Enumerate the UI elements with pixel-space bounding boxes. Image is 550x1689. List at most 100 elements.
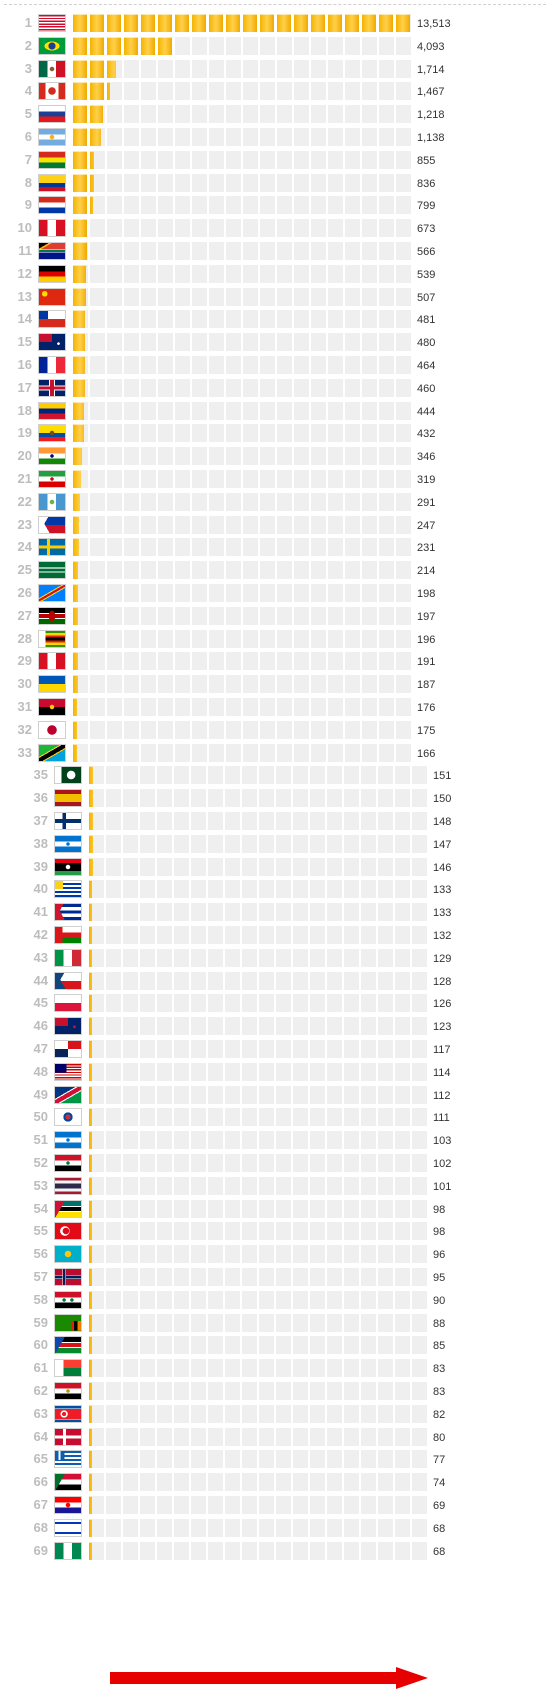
rank-label: 2 [24,37,32,53]
chart-row: 18 444 [0,400,550,422]
rank-label: 28 [17,630,32,646]
bar-track [89,1518,429,1537]
bar-track [89,903,429,922]
bar [89,1313,92,1332]
bar-track [73,333,413,352]
rank-label: 27 [17,607,32,623]
bar [89,948,93,967]
bar [89,1154,92,1172]
bar [73,59,116,78]
bar-track [73,652,413,671]
panama-flag [54,1040,82,1058]
bar-track [89,1017,429,1036]
value-label: 1,218 [417,109,445,122]
bar-track [89,1450,429,1469]
south-sudan-flag [54,1336,82,1355]
chart-row: 2 4,093 [0,35,550,57]
chart-row: 40 133 [0,878,550,900]
cuba-flag [54,903,82,922]
bar [73,720,78,739]
bar [73,538,79,557]
rank-label: 38 [33,835,48,851]
rank-label: 15 [17,334,32,350]
chart-row: 54 98 [0,1198,550,1220]
bar-track [89,994,429,1013]
rank-label: 4 [24,83,32,99]
bar-track [89,1062,429,1081]
red-arrow-annotation [110,1667,428,1689]
chart-row: 22 291 [0,491,550,513]
rank-label: 55 [33,1223,48,1239]
value-label: 1,467 [417,86,445,99]
value-label: 151 [433,770,452,783]
czech-republic-flag [54,971,82,990]
rank-label: 17 [17,379,32,395]
rank-label: 30 [17,676,32,692]
bar-track [89,789,429,808]
value-label: 444 [417,405,436,418]
bar-track [73,310,413,329]
chart-row: 67 69 [0,1494,550,1516]
value-label: 128 [433,975,452,988]
top-dashed-rule [4,4,546,5]
libya-flag [54,857,82,876]
chart-row: 44 128 [0,970,550,992]
bar-track [73,675,413,694]
bar-track [89,1404,429,1423]
saudi-arabia-flag [38,561,66,580]
angola-flag [38,698,66,716]
bar [73,14,410,32]
value-label: 98 [433,1203,446,1216]
united-states-flag [38,14,66,32]
bar [89,1040,92,1058]
chart-row: 20 346 [0,445,550,467]
bar [73,561,79,580]
chart-row: 10 673 [0,217,550,239]
bar-track [89,1359,429,1378]
rank-label: 49 [33,1086,48,1102]
poland-flag [54,994,82,1013]
bar [89,812,93,830]
bar [89,1245,92,1264]
bar [89,903,93,922]
rank-label: 43 [33,949,48,965]
bar [89,971,93,990]
bar [89,1176,92,1195]
rank-label: 54 [33,1200,48,1216]
bar [89,766,93,785]
rank-label: 65 [33,1451,48,1467]
bar [89,1290,92,1309]
value-label: 77 [433,1454,446,1467]
rank-label: 61 [33,1360,48,1376]
rank-label: 11 [18,243,32,258]
bar [73,356,85,374]
bar-track [73,264,413,283]
bar [89,1382,92,1400]
oman-flag [54,926,82,944]
rank-label: 39 [33,858,48,874]
china-flag [38,287,66,306]
bar-track [73,470,413,488]
rank-label: 21 [17,471,32,486]
value-label: 150 [433,793,452,806]
bar [89,1336,92,1355]
value-label: 133 [433,884,452,897]
south-africa-flag [38,242,66,260]
rank-label: 7 [24,151,32,167]
chart-row: 55 98 [0,1220,550,1242]
bar [89,1541,92,1560]
chart-row: 61 83 [0,1357,550,1379]
bar-track [89,1473,429,1492]
germany-flag [38,264,66,283]
chart-row: 60 85 [0,1334,550,1356]
bar-track [89,926,429,944]
chart-row: 58 90 [0,1289,550,1311]
value-label: 481 [417,314,436,327]
bar [89,1085,92,1104]
rank-label: 5 [24,106,32,122]
bar-track [89,857,429,876]
colombia-flag [38,173,66,192]
chart-row: 15 480 [0,331,550,353]
value-label: 319 [417,474,436,486]
bar [73,698,78,716]
